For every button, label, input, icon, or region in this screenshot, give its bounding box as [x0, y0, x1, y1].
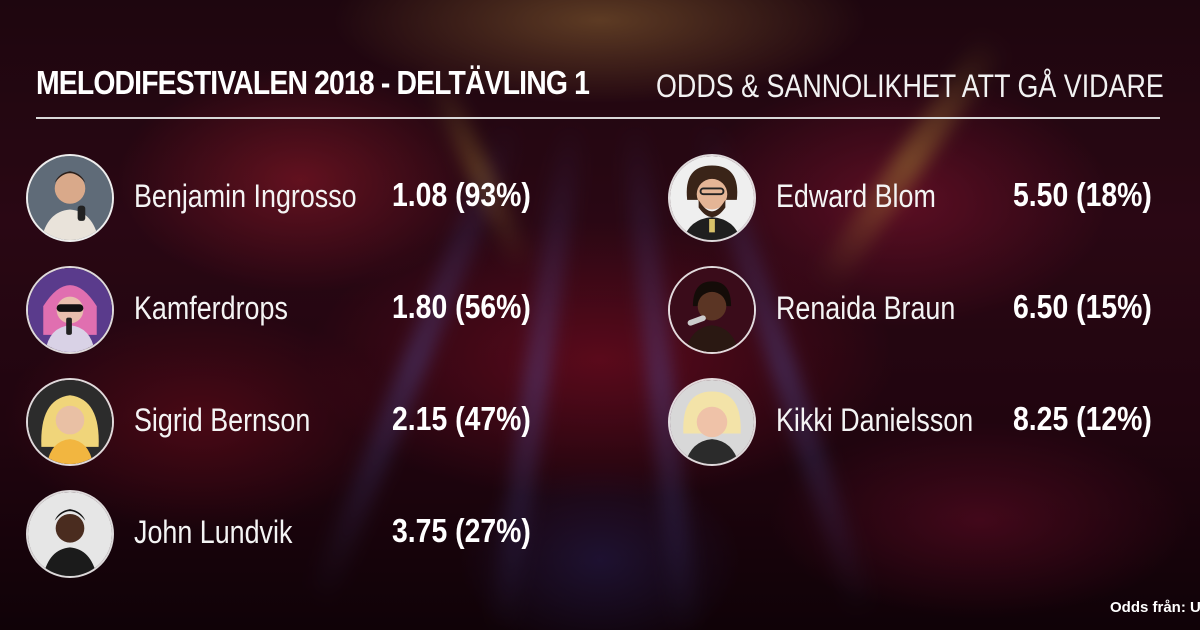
portrait-icon: [668, 266, 756, 354]
contestant-name: Renaida Braun: [776, 290, 956, 326]
portrait-icon: [668, 154, 756, 242]
page-subtitle: ODDS & SANNOLIKHET ATT GÅ VIDARE: [656, 68, 1164, 104]
portrait-icon: [26, 378, 114, 466]
contestant-row: John Lundvik 3.75 (27%): [26, 490, 566, 580]
contestant-name: Kamferdrops: [134, 290, 288, 326]
contestant-row: Renaida Braun 6.50 (15%): [668, 266, 1200, 356]
contestant-odds: 8.25 (12%): [1013, 400, 1152, 437]
portrait-icon: [26, 154, 114, 242]
contestant-name: Sigrid Bernson: [134, 402, 311, 438]
contestant-row: Sigrid Bernson 2.15 (47%): [26, 378, 566, 468]
page-title: MELODIFESTIVALEN 2018 - DELTÄVLING 1: [36, 64, 590, 101]
portrait-icon: [26, 490, 114, 578]
contestant-odds: 2.15 (47%): [392, 400, 531, 437]
contestant-name: John Lundvik: [134, 514, 293, 550]
contestant-odds: 6.50 (15%): [1013, 288, 1152, 325]
contestant-odds: 1.80 (56%): [392, 288, 531, 325]
contestant-odds: 1.08 (93%): [392, 176, 531, 213]
contestant-row: Edward Blom 5.50 (18%): [668, 154, 1200, 244]
header-divider: [36, 117, 1160, 119]
header: MELODIFESTIVALEN 2018 - DELTÄVLING 1 ODD…: [36, 64, 1164, 116]
portrait-icon: [26, 266, 114, 354]
contestant-odds: 3.75 (27%): [392, 512, 531, 549]
portrait-icon: [668, 378, 756, 466]
contestant-name: Kikki Danielsson: [776, 402, 974, 438]
contestant-name: Edward Blom: [776, 178, 936, 214]
contestant-name: Benjamin Ingrosso: [134, 178, 357, 214]
contestant-row: Kamferdrops 1.80 (56%): [26, 266, 566, 356]
contestant-row: Benjamin Ingrosso 1.08 (93%): [26, 154, 566, 244]
contestant-odds: 5.50 (18%): [1013, 176, 1152, 213]
odds-source-note: Odds från: U: [1110, 599, 1200, 616]
contestant-row: Kikki Danielsson 8.25 (12%): [668, 378, 1200, 468]
